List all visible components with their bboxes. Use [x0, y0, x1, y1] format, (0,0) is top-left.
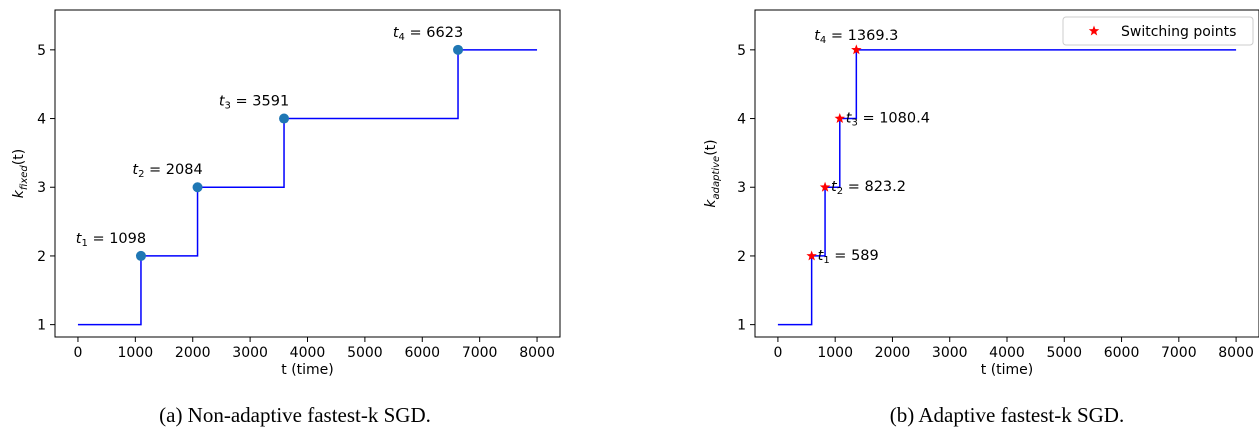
x-tick-label-b: 5000 [1046, 345, 1082, 361]
y-axis-label-a: kfixed(t) [11, 149, 30, 198]
x-tick-label-a: 5000 [347, 345, 383, 361]
point-label-a-4: t4 = 6623 [393, 25, 463, 43]
y-tick-label-b: 3 [737, 180, 746, 196]
x-tick-label-a: 0 [73, 345, 82, 361]
x-tick-label-b: 8000 [1218, 345, 1254, 361]
legend-label: Switching points [1121, 24, 1236, 40]
y-label-sub-b: adaptive [711, 156, 722, 200]
caption-a: (a) Non-adaptive fastest-k SGD. [159, 403, 431, 427]
y-tick-label-a: 3 [37, 180, 46, 196]
series-line-a [77, 49, 538, 326]
x-axis-label-b: t (time) [981, 362, 1034, 378]
point-marker-a-3 [279, 113, 290, 124]
x-tick-label-a: 3000 [232, 345, 268, 361]
x-axis-label-a: t (time) [281, 362, 334, 378]
y-axis-label-b: kadaptive(t) [703, 139, 722, 207]
x-tick-label-a: 2000 [175, 345, 211, 361]
point-label-a-3: t3 = 3591 [219, 94, 289, 112]
x-tick-label-b: 0 [773, 345, 782, 361]
legend-marker [1088, 25, 1100, 36]
x-tick-label-b: 1000 [817, 345, 853, 361]
y-tick-label-a: 2 [37, 249, 46, 265]
x-tick-label-a: 4000 [290, 345, 326, 361]
caption-b: (b) Adaptive fastest-k SGD. [890, 403, 1124, 427]
point-label-b-3: t3 = 1080.4 [846, 111, 930, 129]
y-tick-label-a: 1 [37, 318, 46, 334]
point-marker-a-2 [192, 182, 203, 193]
x-tick-label-a: 8000 [519, 345, 555, 361]
point-marker-b-2 [819, 181, 831, 192]
x-tick-label-b: 2000 [875, 345, 911, 361]
y-label-suffix-b: (t) [703, 139, 719, 155]
point-marker-b-1 [806, 250, 817, 261]
point-marker-a-1 [135, 250, 146, 261]
point-label-b-1: t1 = 589 [818, 248, 879, 266]
y-label-sub-a: fixed [19, 165, 30, 191]
plot-area-a [54, 9, 561, 338]
svg-text:kfixed(t): kfixed(t) [11, 149, 30, 198]
x-tick-label-a: 1000 [118, 345, 154, 361]
point-marker-b-3 [834, 113, 846, 123]
y-tick-label-b: 5 [737, 43, 746, 59]
y-tick-label-a: 4 [37, 112, 46, 128]
point-label-a-1: t1 = 1098 [76, 231, 146, 249]
y-label-main-a: k [11, 189, 27, 198]
x-tick-label-b: 7000 [1161, 345, 1197, 361]
point-marker-b-4 [851, 44, 862, 55]
x-tick-label-b: 4000 [989, 345, 1025, 361]
svg-text:kadaptive(t): kadaptive(t) [703, 139, 722, 207]
y-tick-label-a: 5 [37, 43, 46, 59]
point-label-b-4: t4 = 1369.3 [814, 28, 898, 46]
y-tick-label-b: 2 [737, 249, 746, 265]
y-label-main-b: k [703, 199, 719, 208]
x-tick-label-a: 6000 [404, 345, 440, 361]
x-tick-label-b: 6000 [1104, 345, 1140, 361]
y-tick-label-b: 4 [737, 112, 746, 128]
point-marker-a-4 [453, 44, 464, 55]
plot-area-b [754, 9, 1259, 338]
panel-b: kadaptive(t) t (time) (b) Adaptive faste… [703, 9, 1259, 427]
legend-box [1062, 16, 1254, 46]
point-label-a-2: t2 = 2084 [132, 162, 202, 180]
x-tick-label-a: 7000 [462, 345, 498, 361]
point-label-b-2: t2 = 823.2 [831, 179, 906, 197]
y-tick-label-b: 1 [737, 318, 746, 334]
legend-b: Switching points [1062, 16, 1254, 46]
series-line-b [777, 49, 1237, 326]
x-tick-label-b: 3000 [932, 345, 968, 361]
panel-a: kfixed(t) t (time) (a) Non-adaptive fast… [11, 9, 561, 427]
legend-star-icon [1088, 25, 1100, 36]
y-label-suffix-a: (t) [11, 149, 27, 165]
